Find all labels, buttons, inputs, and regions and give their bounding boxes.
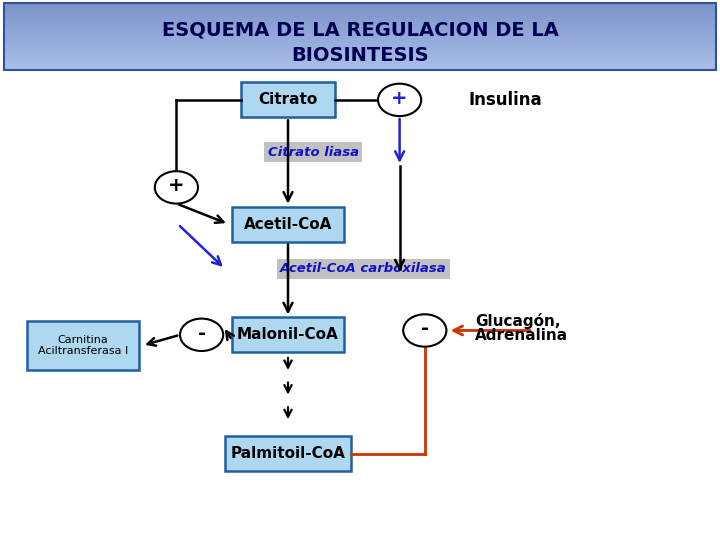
Bar xyxy=(4,55,716,57)
Bar xyxy=(4,32,716,34)
Text: Carnitina
Aciltransferasa I: Carnitina Aciltransferasa I xyxy=(37,335,128,356)
Circle shape xyxy=(378,84,421,116)
Bar xyxy=(4,60,716,62)
Text: Palmitoil-CoA: Palmitoil-CoA xyxy=(230,446,346,461)
Text: ESQUEMA DE LA REGULACION DE LA: ESQUEMA DE LA REGULACION DE LA xyxy=(161,20,559,39)
Bar xyxy=(4,30,716,32)
Text: +: + xyxy=(168,176,184,195)
Bar xyxy=(4,38,716,40)
Bar xyxy=(4,58,716,60)
Bar xyxy=(4,15,716,16)
Bar xyxy=(4,62,716,64)
Bar xyxy=(4,9,716,11)
Bar xyxy=(4,29,716,31)
Bar xyxy=(4,27,716,29)
Bar xyxy=(4,11,716,13)
Text: Citrato: Citrato xyxy=(258,92,318,107)
Bar xyxy=(4,57,716,59)
Bar xyxy=(4,52,716,53)
Bar xyxy=(4,63,716,65)
Bar xyxy=(4,22,716,24)
Bar xyxy=(4,68,716,69)
Bar xyxy=(4,66,716,68)
Bar xyxy=(4,6,716,8)
Bar xyxy=(4,5,716,7)
Bar xyxy=(4,36,716,38)
Bar xyxy=(4,8,716,9)
Text: Malonil-CoA: Malonil-CoA xyxy=(237,327,339,342)
Bar xyxy=(4,51,716,52)
Bar xyxy=(4,64,716,66)
Bar xyxy=(4,28,716,30)
Bar xyxy=(4,3,716,5)
FancyBboxPatch shape xyxy=(232,206,344,241)
Circle shape xyxy=(180,319,223,351)
Text: Acetil-CoA: Acetil-CoA xyxy=(244,217,332,232)
Text: Insulina: Insulina xyxy=(468,91,541,109)
Text: Adrenalina: Adrenalina xyxy=(475,328,568,343)
Text: -: - xyxy=(420,319,429,339)
Bar xyxy=(4,25,716,26)
Bar xyxy=(4,33,716,35)
Bar xyxy=(4,17,716,18)
Bar xyxy=(4,69,716,70)
Bar xyxy=(4,4,716,6)
Bar xyxy=(4,16,716,17)
FancyBboxPatch shape xyxy=(225,436,351,471)
Bar xyxy=(4,14,716,15)
Bar xyxy=(4,65,716,67)
Bar xyxy=(4,54,716,56)
FancyBboxPatch shape xyxy=(232,317,344,352)
Text: BIOSINTESIS: BIOSINTESIS xyxy=(291,45,429,65)
Bar xyxy=(4,40,716,42)
Bar xyxy=(4,37,716,39)
Bar xyxy=(4,2,716,4)
Bar xyxy=(4,45,716,46)
Bar xyxy=(4,18,716,19)
Bar xyxy=(4,43,716,44)
FancyBboxPatch shape xyxy=(241,82,335,117)
Bar xyxy=(4,35,716,36)
Bar xyxy=(4,19,716,21)
Text: Glucagón,: Glucagón, xyxy=(475,313,561,329)
Bar xyxy=(4,49,716,51)
Bar xyxy=(4,56,716,58)
Bar xyxy=(4,31,716,33)
Bar xyxy=(4,20,716,22)
Text: Acetil-CoA carboxilasa: Acetil-CoA carboxilasa xyxy=(280,262,447,275)
Bar xyxy=(4,24,716,25)
Bar xyxy=(4,47,716,49)
Bar xyxy=(4,12,716,14)
Bar xyxy=(4,10,716,12)
Text: +: + xyxy=(392,89,408,108)
Circle shape xyxy=(403,314,446,347)
FancyBboxPatch shape xyxy=(27,321,138,370)
Bar xyxy=(4,59,716,61)
Bar xyxy=(4,39,716,41)
Bar xyxy=(4,46,716,48)
Bar xyxy=(4,42,716,43)
Bar xyxy=(4,48,716,50)
Circle shape xyxy=(155,171,198,204)
Text: -: - xyxy=(197,323,206,343)
Text: Citrato liasa: Citrato liasa xyxy=(268,146,359,159)
Bar xyxy=(4,26,716,28)
Bar xyxy=(4,21,716,23)
Bar xyxy=(4,53,716,55)
Bar xyxy=(4,44,716,45)
